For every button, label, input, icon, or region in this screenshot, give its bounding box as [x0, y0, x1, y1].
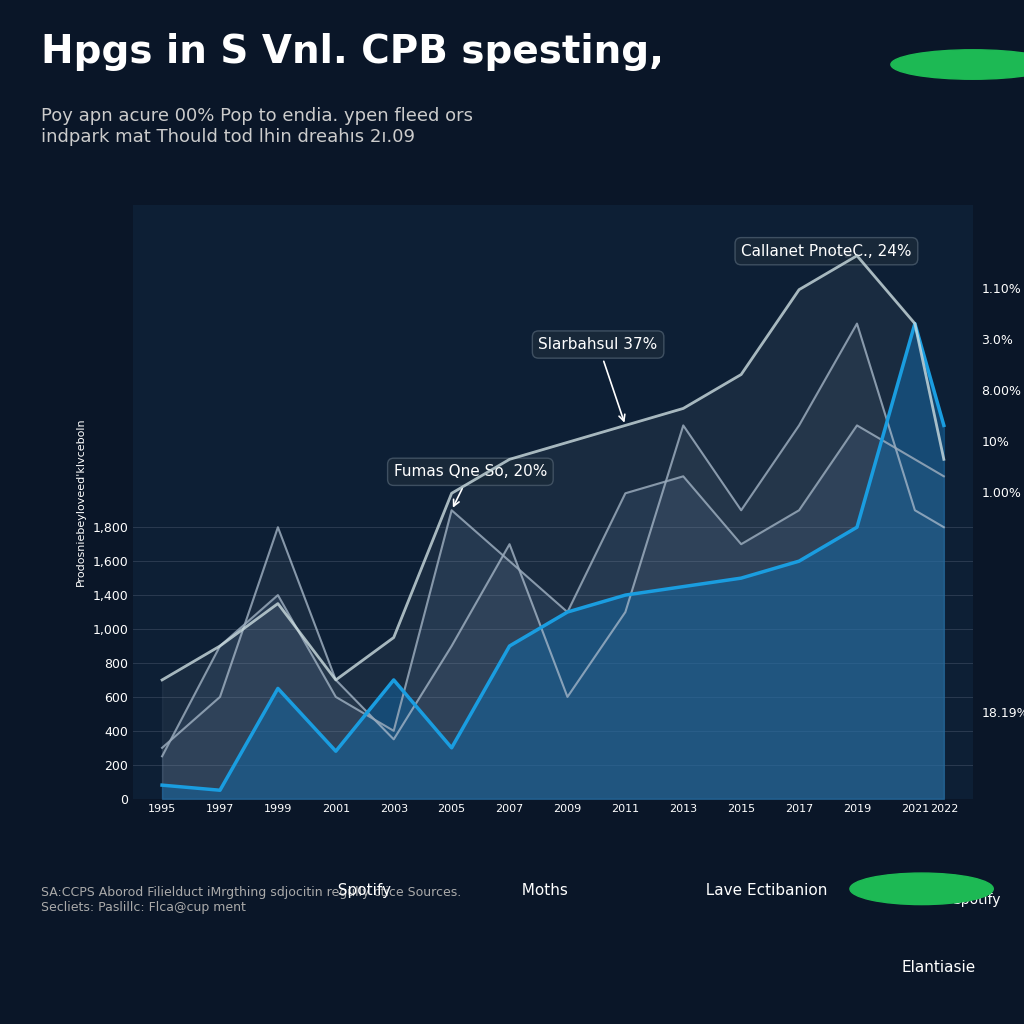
- Y-axis label: Prodosniebeyloveed'klvceboln: Prodosniebeyloveed'klvceboln: [76, 418, 85, 586]
- Text: Fumas Qne So, 20%: Fumas Qne So, 20%: [393, 464, 547, 506]
- Text: Elantiasie: Elantiasie: [901, 961, 976, 975]
- Text: Poy apn acure 00% Pop to endia. ypen fleed ors
indpark mat Thould tod lhin dreah: Poy apn acure 00% Pop to endia. ypen fle…: [41, 106, 473, 145]
- Text: 8.00%: 8.00%: [981, 385, 1022, 398]
- Text: 18.19%: 18.19%: [981, 708, 1024, 720]
- Text: Spotify: Spotify: [952, 893, 1000, 907]
- Text: Slarbahsul 37%: Slarbahsul 37%: [539, 337, 657, 421]
- Text: Spotify: Spotify: [328, 884, 391, 898]
- Text: SA:CCPS Aborod Filielduct iMrgthing sdjocitin regully ctice Sources.
Secliets: P: SA:CCPS Aborod Filielduct iMrgthing sdjo…: [41, 886, 461, 914]
- Circle shape: [850, 873, 993, 904]
- Text: Moths: Moths: [512, 884, 568, 898]
- Text: 3.0%: 3.0%: [981, 334, 1014, 347]
- Text: 1.00%: 1.00%: [981, 486, 1021, 500]
- Text: Callanet PnoteC., 24%: Callanet PnoteC., 24%: [741, 244, 911, 259]
- Text: 1.10%: 1.10%: [981, 284, 1021, 296]
- Text: Hpgs in S Vnl. CPB spesting,: Hpgs in S Vnl. CPB spesting,: [41, 33, 664, 72]
- Text: Lave Ectibanion: Lave Ectibanion: [696, 884, 827, 898]
- Circle shape: [891, 50, 1024, 79]
- Text: 10%: 10%: [981, 436, 1010, 449]
